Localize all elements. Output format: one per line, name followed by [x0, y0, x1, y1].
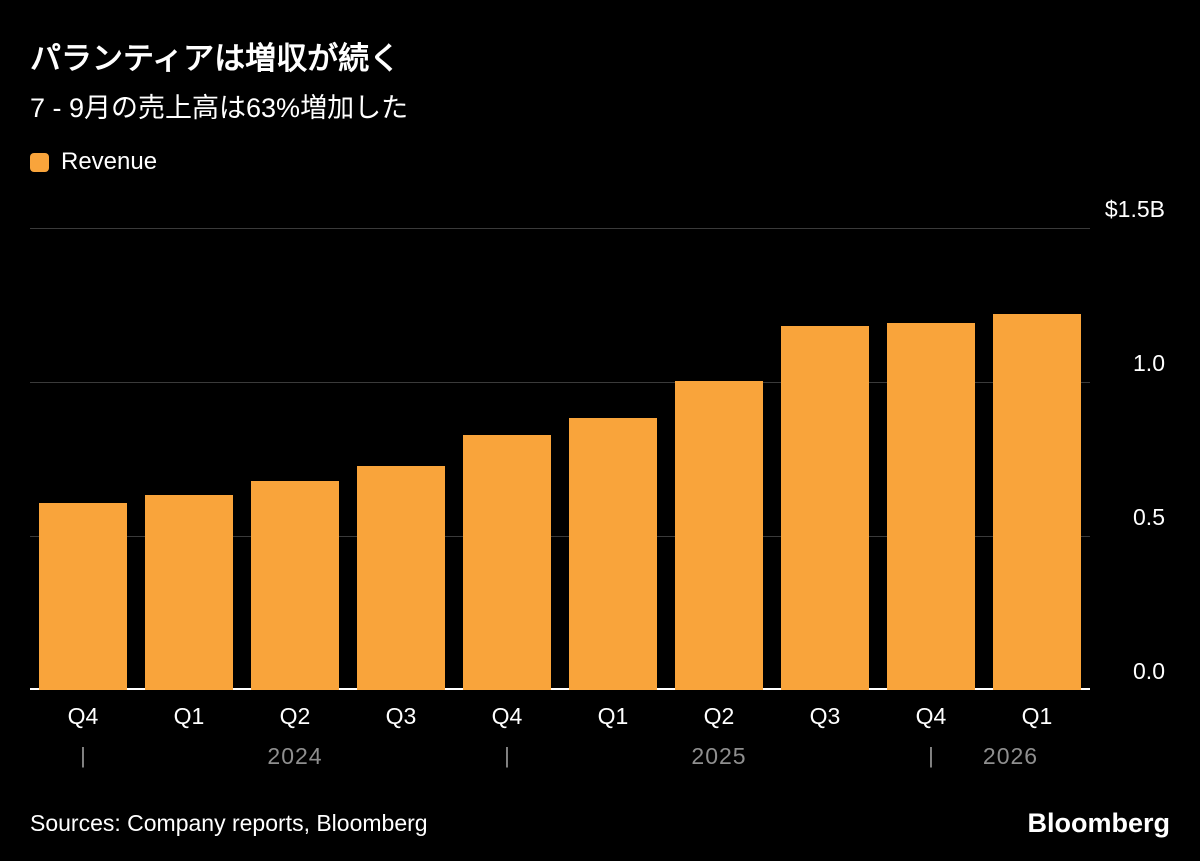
year-boundary-tick: |: [80, 743, 86, 768]
year-boundary-tick: |: [504, 743, 510, 768]
x-axis-quarter-label: Q3: [809, 703, 841, 729]
year-boundary-tick: |: [928, 743, 934, 768]
revenue-bar: [463, 434, 551, 690]
x-axis-year-label: 2025: [691, 743, 747, 769]
bloomberg-logo: Bloomberg: [1027, 808, 1170, 838]
x-axis-quarter-label: Q4: [915, 703, 947, 729]
revenue-bar: [357, 466, 445, 690]
revenue-bar: [675, 380, 763, 690]
revenue-bar: [887, 323, 975, 690]
revenue-bar: [39, 502, 127, 690]
x-axis-quarter-labels: Q4 Q1 Q2 Q3 Q4 Q1 Q2 Q3 Q4 Q1: [30, 703, 1090, 730]
footer: Sources: Company reports, Bloomberg Bloo…: [30, 808, 1170, 839]
legend: Revenue: [30, 148, 157, 176]
x-axis-quarter-label: Q4: [491, 703, 523, 729]
x-axis-quarter-label: Q1: [1021, 703, 1053, 729]
bar-series-revenue: [30, 228, 1090, 690]
x-axis-quarter-label: Q4: [67, 703, 99, 729]
y-axis-label: $1.5B: [1104, 196, 1165, 222]
x-axis-quarter-label: Q1: [597, 703, 629, 729]
gridline: [30, 382, 1090, 383]
revenue-bar: [569, 417, 657, 690]
bar-slot: [666, 228, 772, 690]
revenue-bar: [781, 326, 869, 690]
bar-slot: [30, 228, 136, 690]
bar-slot: [242, 228, 348, 690]
legend-label-revenue: Revenue: [61, 148, 158, 175]
bar-slot: [878, 228, 984, 690]
x-axis-quarter-label: Q1: [173, 703, 205, 729]
x-axis-baseline: [30, 688, 1090, 690]
x-axis-year-row: | | | 2024 2025 2026: [0, 743, 1200, 775]
x-axis-quarter-label: Q2: [279, 703, 311, 729]
revenue-bar: [251, 481, 339, 690]
revenue-bar: [145, 494, 233, 690]
bar-slot: [560, 228, 666, 690]
chart-subtitle: 7 - 9月の売上高は63%増加した: [30, 93, 409, 123]
revenue-bar: [993, 314, 1081, 690]
gridline: [30, 228, 1090, 229]
plot-area: [30, 228, 1090, 690]
bar-slot: [136, 228, 242, 690]
chart-title: パランティアは増収が続く: [30, 41, 401, 76]
x-axis-quarter-label: Q3: [385, 703, 417, 729]
sources-note: Sources: Company reports, Bloomberg: [30, 810, 428, 836]
legend-swatch-revenue: [30, 152, 49, 172]
bar-slot: [984, 228, 1090, 690]
bar-slot: [348, 228, 454, 690]
x-axis-year-label: 2024: [267, 743, 323, 769]
x-axis-quarter-label: Q2: [703, 703, 735, 729]
bar-slot: [772, 228, 878, 690]
gridline: [30, 536, 1090, 537]
bar-slot: [454, 228, 560, 690]
x-axis-year-label: 2026: [982, 743, 1039, 769]
